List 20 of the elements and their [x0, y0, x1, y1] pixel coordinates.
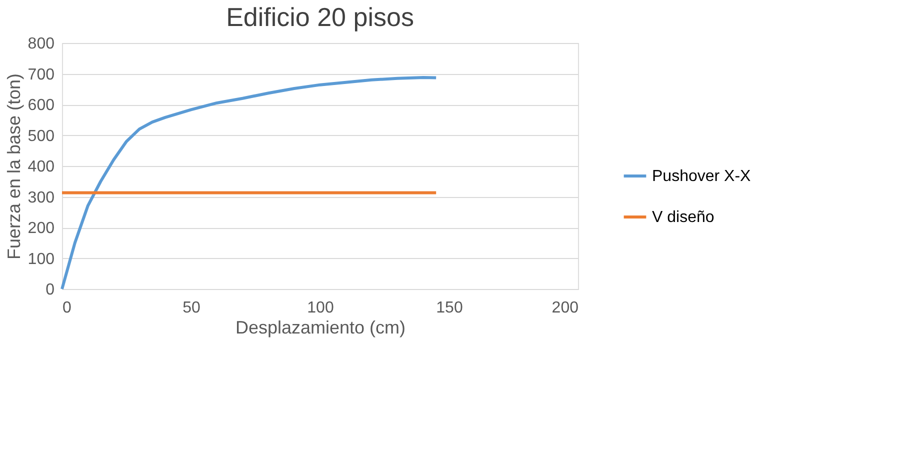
x-tick-label: 50 — [182, 300, 200, 316]
y-tick-label: 0 — [46, 282, 55, 298]
x-tick-label: 150 — [436, 300, 463, 316]
y-tick-label: 500 — [28, 128, 55, 145]
y-tick-label: 200 — [28, 220, 55, 237]
y-tick-label: 600 — [28, 97, 55, 114]
y-tick-label: 800 — [28, 36, 55, 52]
x-tick-label: 0 — [62, 300, 72, 316]
y-tick-label: 300 — [28, 189, 55, 206]
chart-title: Edificio 20 pisos — [226, 2, 414, 32]
y-axis-title: Fuerza en la base (ton) — [4, 73, 24, 260]
x-tick-label: 100 — [307, 300, 334, 316]
legend-label: V diseño — [652, 209, 714, 226]
y-tick-label: 100 — [28, 250, 55, 268]
line-series — [60, 76, 438, 290]
x-axis-title: Desplazamiento (cm) — [235, 318, 406, 338]
y-tick-label: 700 — [28, 66, 55, 84]
y-tick-label: 400 — [28, 158, 55, 176]
legend-label: Pushover X-X — [652, 168, 752, 185]
x-tick-label: 200 — [552, 300, 579, 316]
